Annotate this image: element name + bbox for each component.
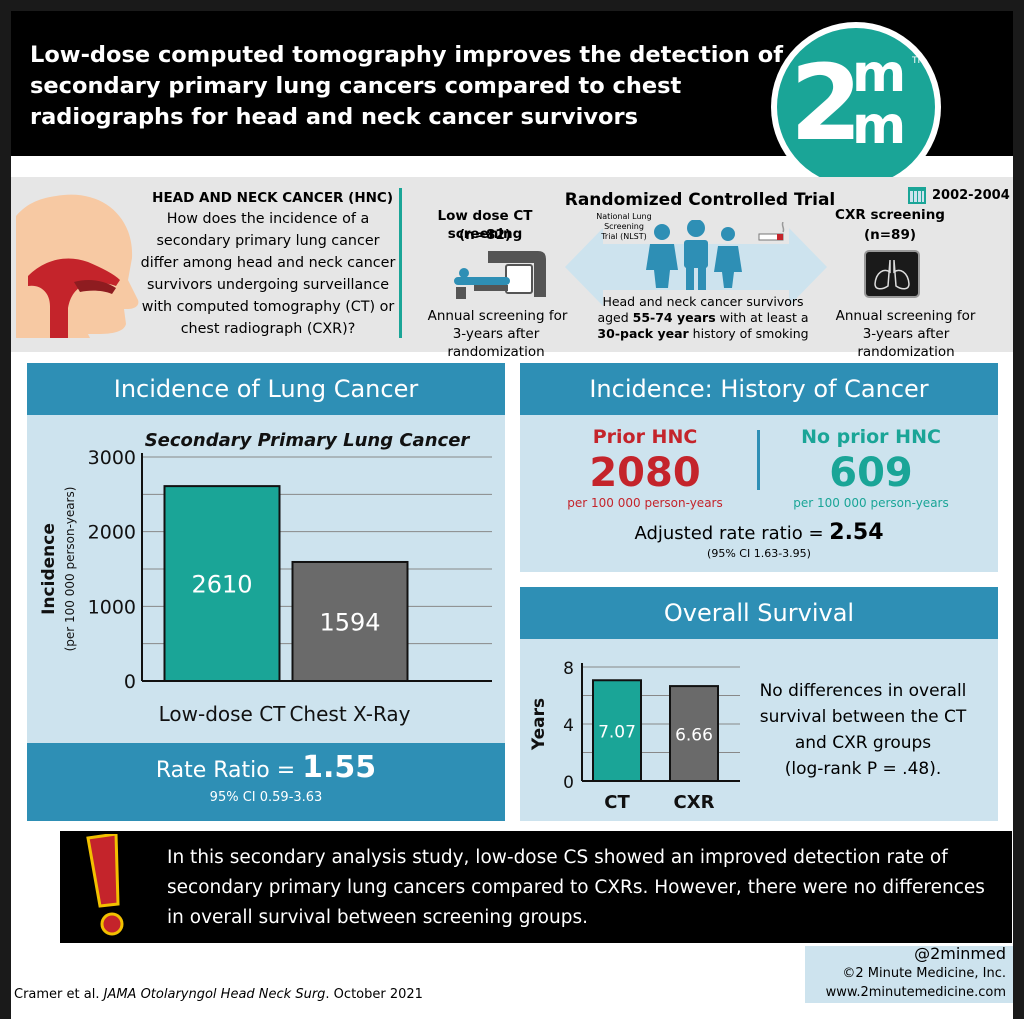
exclamation-icon xyxy=(86,834,124,936)
bar-0 xyxy=(592,679,642,782)
head-profile-icon xyxy=(16,194,139,338)
survival-panel-header: Overall Survival xyxy=(520,587,998,639)
citation-date: . October 2021 xyxy=(325,987,423,1002)
survival-line-4: (log-rank P = .48). xyxy=(784,759,942,779)
bar-1 xyxy=(669,685,719,782)
survival-line-1: No differences in overall xyxy=(759,681,967,701)
y-tick-label: 0 xyxy=(563,773,574,793)
survival-line-2: survival between the CT xyxy=(759,707,967,727)
people-icon xyxy=(646,220,742,290)
no-prior-hnc-value: 609 xyxy=(829,450,913,496)
logo-trademark: TM xyxy=(912,56,926,66)
study-question: How does the incidence of a secondary pr… xyxy=(140,211,396,337)
survival-bar-chart: 0 4 8 7.07 CT 6.66 CXR Years xyxy=(529,659,740,813)
x-tick-label: Chest X-Ray xyxy=(289,702,410,726)
nlst-line-1: National Lung xyxy=(596,212,652,221)
adjusted-rate-label: Adjusted rate ratio = xyxy=(634,523,830,544)
pop-age: 55-74 years xyxy=(632,310,716,325)
chart-title: Secondary Primary Lung Cancer xyxy=(145,430,471,451)
rate-ratio: Rate Ratio = 1.55 xyxy=(27,750,505,785)
bar-value-label: 1594 xyxy=(319,608,380,636)
ct-arm-n: (n=82) xyxy=(458,227,512,243)
logo-letter-top: m xyxy=(852,44,907,104)
no-prior-hnc-unit: per 100 000 person-years xyxy=(793,496,949,510)
citation: Cramer et al. JAMA Otolaryngol Head Neck… xyxy=(14,987,423,1002)
pop-line-3: 30-pack year history of smoking xyxy=(590,326,816,342)
prior-hnc-unit: per 100 000 person-years xyxy=(567,496,723,510)
hnc-heading: HEAD AND NECK CANCER (HNC) xyxy=(152,190,393,206)
y-tick-label: 4 xyxy=(563,716,574,736)
y-tick-label: 2000 xyxy=(88,522,136,544)
citation-authors: Cramer et al. xyxy=(14,987,104,1002)
lungs-xray-icon xyxy=(864,250,920,298)
conclusion-box xyxy=(60,831,1012,943)
y-tick-label: 3000 xyxy=(88,447,136,469)
website-link[interactable]: www.2minutemedicine.com xyxy=(825,985,1006,1000)
population-description: Head and neck cancer survivors aged 55-7… xyxy=(590,294,816,342)
rate-ratio-ci: 95% CI 0.59-3.63 xyxy=(209,790,323,805)
x-tick-label: CT xyxy=(604,792,630,813)
pop-line-3b: history of smoking xyxy=(688,326,809,341)
y-tick-label: 8 xyxy=(563,659,574,679)
ct-scanner-icon xyxy=(454,251,546,299)
calendar-icon xyxy=(908,187,926,204)
nlst-line-3: Trial (NLST) xyxy=(601,232,647,241)
logo-2m xyxy=(777,28,935,186)
y-axis-sublabel: (per 100 000 person-years) xyxy=(63,487,77,652)
pop-line-2c: with at least a xyxy=(715,310,809,325)
bar-value-label: 2610 xyxy=(191,571,252,599)
cxr-arm-desc2: 3-years after randomization xyxy=(857,326,955,360)
ct-arm-name: Low dose CT screening xyxy=(437,208,533,242)
bar-value-label: 7.07 xyxy=(598,723,636,743)
rate-ratio-value: 1.55 xyxy=(302,750,377,785)
nlst-line-2: Screening xyxy=(604,222,644,231)
twitter-handle[interactable]: @2minmed xyxy=(914,944,1006,963)
survival-line-3: and CXR groups xyxy=(794,733,932,753)
logo-digit: 2 xyxy=(790,42,862,164)
history-panel-header: Incidence: History of Cancer xyxy=(520,363,998,415)
survival-text: No differences in overall survival betwe… xyxy=(752,678,974,782)
cxr-arm-name: CXR screening xyxy=(835,207,945,223)
divider xyxy=(399,188,402,338)
conclusion-text: In this secondary analysis study, low-do… xyxy=(167,847,985,928)
rate-ratio-box xyxy=(27,743,505,821)
bar-value-label: 6.66 xyxy=(675,726,713,746)
incidence-panel-header: Incidence of Lung Cancer xyxy=(27,363,505,415)
bar-1 xyxy=(291,560,409,683)
cxr-arm-n: (n=89) xyxy=(863,227,917,243)
nlst-label: National Lung Screening Trial (NLST) xyxy=(589,212,659,242)
y-tick-label: 1000 xyxy=(88,596,136,618)
y-axis-label: Incidence xyxy=(39,523,59,615)
x-tick-label: Low-dose CT xyxy=(159,702,287,726)
no-prior-hnc-label: No prior HNC xyxy=(801,426,941,448)
incidence-bar-chart: 0 1000 2000 3000 2610 Low-dose CT 1594 Chest X-… xyxy=(39,430,492,726)
cxr-arm-desc1: Annual screening for xyxy=(835,308,976,324)
bar-0 xyxy=(163,485,281,683)
history-divider xyxy=(757,430,760,490)
y-tick-label: 0 xyxy=(124,671,136,693)
adjusted-rate-ci: (95% CI 1.63-3.95) xyxy=(707,547,811,560)
credit-box xyxy=(805,946,1013,1003)
adjusted-rate-value: 2.54 xyxy=(829,520,884,545)
page-title: Low-dose computed tomography improves th… xyxy=(30,42,783,130)
x-tick-label: CXR xyxy=(674,792,715,813)
logo-letter-bottom: m xyxy=(852,96,907,156)
trial-years: 2002-2004 xyxy=(932,188,1010,203)
prior-hnc-value: 2080 xyxy=(589,450,701,496)
rate-ratio-label: Rate Ratio = xyxy=(155,758,303,783)
pop-line-1: Head and neck cancer survivors xyxy=(602,294,804,309)
prior-hnc-label: Prior HNC xyxy=(592,426,698,448)
pop-line-2a: aged xyxy=(597,310,633,325)
cigarette-icon xyxy=(758,222,785,241)
ct-arm-desc1: Annual screening for xyxy=(427,308,568,324)
pop-pack-years: 30-pack year xyxy=(597,326,689,341)
rct-title: Randomized Controlled Trial xyxy=(564,190,836,210)
pop-line-2: aged 55-74 years with at least a xyxy=(590,310,816,326)
ct-arm-desc2: 3-years after randomization xyxy=(447,326,545,360)
adjusted-rate-ratio: Adjusted rate ratio = 2.54 xyxy=(520,520,998,545)
company-name: ©2 Minute Medicine, Inc. xyxy=(842,966,1006,981)
citation-journal: JAMA Otolaryngol Head Neck Surg xyxy=(103,987,326,1002)
y-axis-label: Years xyxy=(529,698,549,751)
